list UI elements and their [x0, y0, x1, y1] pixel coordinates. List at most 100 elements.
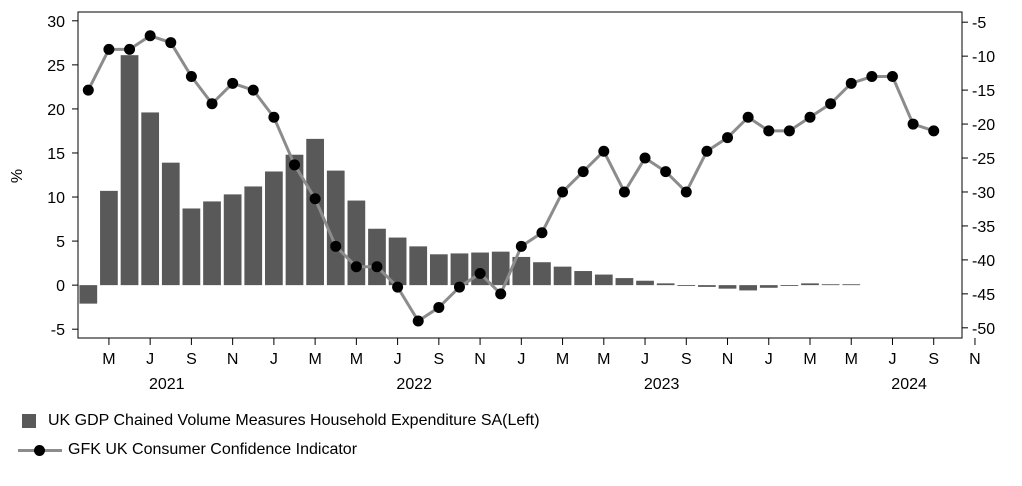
x-tick-label: M — [102, 351, 115, 368]
bar — [79, 285, 98, 304]
bar — [574, 271, 593, 286]
confidence-point — [557, 186, 569, 198]
confidence-point — [763, 125, 775, 137]
bar — [533, 262, 551, 286]
left-tick-label: -5 — [51, 322, 65, 339]
line-series — [82, 30, 940, 327]
confidence-point — [330, 240, 342, 252]
legend-bar-swatch — [22, 414, 36, 428]
confidence-point — [742, 111, 754, 123]
confidence-point — [392, 281, 404, 293]
bar — [141, 112, 160, 286]
confidence-point — [722, 132, 734, 144]
bar — [780, 285, 799, 287]
right-tick-label: -30 — [972, 185, 995, 202]
bar — [368, 228, 386, 286]
bar — [801, 283, 819, 286]
x-tick-label: M — [308, 351, 321, 368]
x-tick-label: N — [227, 351, 239, 368]
confidence-point — [886, 71, 898, 83]
confidence-point — [845, 77, 857, 89]
x-tick-label: J — [765, 351, 773, 368]
confidence-point — [144, 30, 156, 42]
x-tick-label: J — [394, 351, 402, 368]
bar — [718, 285, 737, 289]
confidence-point — [639, 152, 651, 164]
confidence-point — [928, 125, 940, 137]
bar — [594, 274, 613, 286]
confidence-point — [206, 98, 218, 110]
confidence-point — [185, 71, 197, 83]
x-tick-label: M — [350, 351, 363, 368]
x-tick-label: S — [186, 351, 197, 368]
confidence-point — [165, 37, 177, 49]
confidence-point — [866, 71, 878, 83]
bar — [429, 254, 448, 286]
bar — [223, 194, 242, 286]
bar — [409, 246, 428, 286]
bar — [842, 284, 861, 286]
legend-item-household-expenditure: UK GDP Chained Volume Measures Household… — [22, 412, 540, 430]
x-tick-label: M — [845, 351, 858, 368]
x-tick-label: S — [928, 351, 939, 368]
left-tick-label: 25 — [47, 58, 65, 75]
left-tick-label: 20 — [47, 102, 65, 119]
confidence-point — [82, 84, 94, 96]
x-tick-label: J — [888, 351, 896, 368]
confidence-point — [124, 43, 136, 55]
confidence-point — [412, 315, 424, 327]
confidence-point — [371, 261, 383, 273]
x-axis-ticks: M J S N J M M J S N J M M J S N J M M J S N 2021 2022 2023 2024 — [102, 338, 981, 393]
bar — [388, 237, 407, 286]
x-tick-label: M — [597, 351, 610, 368]
confidence-point — [577, 166, 589, 178]
bar — [512, 256, 531, 286]
plot-frame — [77, 11, 963, 339]
confidence-point — [701, 145, 713, 157]
left-tick-label: 0 — [56, 278, 65, 295]
confidence-point — [289, 159, 300, 171]
confidence-point — [536, 227, 548, 239]
confidence-point — [660, 166, 672, 178]
bar — [182, 208, 201, 286]
confidence-point — [453, 281, 465, 293]
bar — [553, 266, 572, 286]
x-year-label: 2023 — [644, 376, 680, 393]
confidence-point — [350, 261, 362, 273]
confidence-point — [783, 125, 795, 137]
bar — [203, 201, 221, 286]
right-tick-label: -45 — [972, 287, 995, 304]
right-tick-label: -25 — [972, 151, 995, 168]
bar — [161, 162, 180, 286]
legend-item-consumer-confidence: GFK UK Consumer Confidence Indicator — [18, 441, 357, 459]
x-tick-label: J — [641, 351, 649, 368]
right-tick-label: -15 — [972, 83, 995, 100]
confidence-point — [680, 186, 692, 198]
right-tick-label: -5 — [972, 15, 986, 32]
bar — [759, 285, 778, 288]
bar — [100, 190, 118, 286]
right-axis-ticks: -5 -10 -15 -20 -25 -30 -35 -40 -45 -50 — [962, 15, 995, 338]
right-tick-label: -20 — [972, 117, 995, 134]
confidence-point — [495, 288, 507, 300]
x-year-label: 2021 — [149, 376, 185, 393]
right-tick-label: -10 — [972, 49, 995, 66]
legend-line-swatch — [18, 442, 62, 458]
left-tick-label: 30 — [47, 14, 65, 31]
bar — [244, 186, 263, 286]
bar — [347, 200, 366, 286]
x-tick-label: N — [722, 351, 734, 368]
confidence-point — [598, 145, 610, 157]
left-tick-label: 5 — [56, 234, 65, 251]
confidence-point — [227, 77, 239, 89]
bar — [739, 285, 758, 291]
x-tick-label: M — [556, 351, 569, 368]
x-tick-label: S — [434, 351, 445, 368]
x-tick-label: J — [517, 351, 525, 368]
bar — [615, 278, 634, 286]
left-tick-label: 15 — [47, 146, 65, 163]
bar-series — [79, 55, 861, 304]
confidence-point — [103, 43, 115, 55]
right-tick-label: -50 — [972, 321, 995, 338]
